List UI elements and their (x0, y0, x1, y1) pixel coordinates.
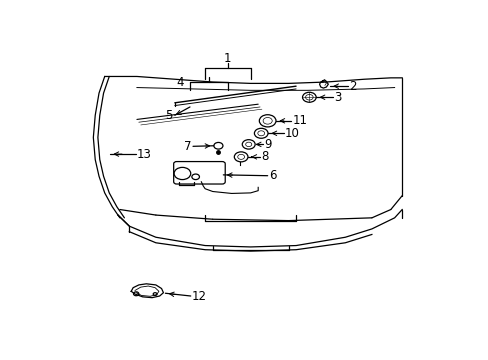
Text: 2: 2 (348, 80, 356, 93)
Text: 8: 8 (260, 150, 268, 163)
Text: 5: 5 (165, 109, 173, 122)
Text: 12: 12 (191, 289, 206, 302)
Text: 10: 10 (284, 127, 299, 140)
Text: 13: 13 (137, 148, 151, 161)
Text: 11: 11 (292, 114, 306, 127)
Text: 6: 6 (268, 169, 276, 182)
Text: 9: 9 (264, 138, 271, 151)
Text: 3: 3 (333, 91, 341, 104)
Text: 7: 7 (184, 140, 191, 153)
Text: 4: 4 (177, 76, 184, 89)
Text: 1: 1 (224, 52, 231, 65)
